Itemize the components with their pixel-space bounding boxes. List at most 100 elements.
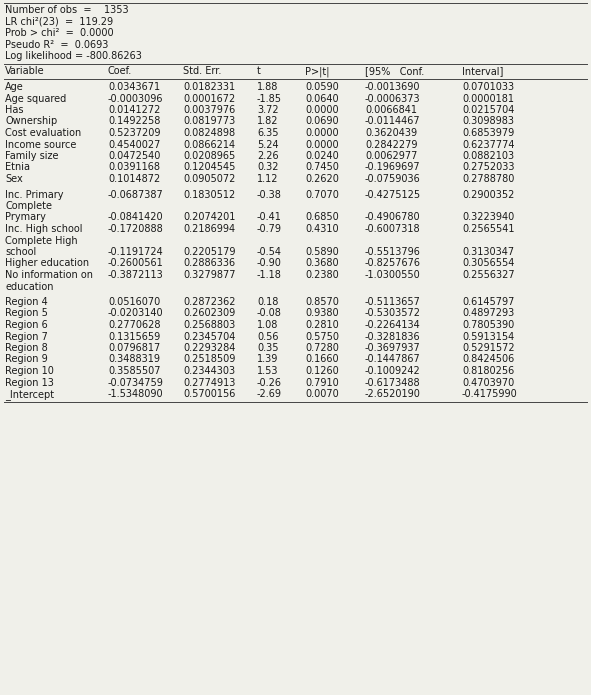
Text: 0.3680: 0.3680 [305, 259, 339, 268]
Text: -1.5348090: -1.5348090 [108, 389, 164, 399]
Text: 0.0472540: 0.0472540 [108, 151, 160, 161]
Text: 0.2620: 0.2620 [305, 174, 339, 184]
Text: -0.79: -0.79 [257, 224, 282, 234]
Text: 0.0000: 0.0000 [305, 140, 339, 149]
Text: 0.0240: 0.0240 [305, 151, 339, 161]
Text: -0.0003096: -0.0003096 [108, 94, 164, 104]
Text: -0.1720888: -0.1720888 [108, 224, 164, 234]
Text: Region 8: Region 8 [5, 343, 48, 353]
Text: -0.6007318: -0.6007318 [365, 224, 421, 234]
Text: Income source: Income source [5, 140, 76, 149]
Text: No information on: No information on [5, 270, 93, 280]
Text: -0.0013690: -0.0013690 [365, 82, 421, 92]
Text: 0.2074201: 0.2074201 [183, 213, 235, 222]
Text: Prob > chi²  =  0.0000: Prob > chi² = 0.0000 [5, 28, 113, 38]
Text: 0.2752033: 0.2752033 [462, 163, 515, 172]
Text: 0.1204545: 0.1204545 [183, 163, 235, 172]
Text: -0.41: -0.41 [257, 213, 282, 222]
Text: 0.0391168: 0.0391168 [108, 163, 160, 172]
Text: 0.2556327: 0.2556327 [462, 270, 515, 280]
Text: Std. Err.: Std. Err. [183, 67, 222, 76]
Text: Pseudo R²  =  0.0693: Pseudo R² = 0.0693 [5, 40, 108, 49]
Text: Region 5: Region 5 [5, 309, 48, 318]
Text: Has: Has [5, 105, 24, 115]
Text: 0.3130347: 0.3130347 [462, 247, 514, 257]
Text: Higher education: Higher education [5, 259, 89, 268]
Text: 0.1660: 0.1660 [305, 354, 339, 364]
Text: -0.5513796: -0.5513796 [365, 247, 421, 257]
Text: 0.2345704: 0.2345704 [183, 332, 235, 341]
Text: 1.39: 1.39 [257, 354, 278, 364]
Text: 0.0001672: 0.0001672 [183, 94, 235, 104]
Text: 0.5237209: 0.5237209 [108, 128, 161, 138]
Text: 0.3223940: 0.3223940 [462, 213, 514, 222]
Text: Interval]: Interval] [462, 67, 504, 76]
Text: 0.0690: 0.0690 [305, 117, 339, 126]
Text: 0.0182331: 0.0182331 [183, 82, 235, 92]
Text: education: education [5, 281, 54, 291]
Text: -0.4175990: -0.4175990 [462, 389, 518, 399]
Text: 0.2810: 0.2810 [305, 320, 339, 330]
Text: -0.38: -0.38 [257, 190, 282, 199]
Text: -0.2600561: -0.2600561 [108, 259, 164, 268]
Text: -0.54: -0.54 [257, 247, 282, 257]
Text: 1.82: 1.82 [257, 117, 278, 126]
Text: 0.0000181: 0.0000181 [462, 94, 514, 104]
Text: -2.69: -2.69 [257, 389, 282, 399]
Text: -0.0114467: -0.0114467 [365, 117, 421, 126]
Text: 0.0215704: 0.0215704 [462, 105, 514, 115]
Text: school: school [5, 247, 36, 257]
Text: Ownership: Ownership [5, 117, 57, 126]
Text: 0.56: 0.56 [257, 332, 278, 341]
Text: 2.26: 2.26 [257, 151, 278, 161]
Text: Region 7: Region 7 [5, 332, 48, 341]
Text: Etnia: Etnia [5, 163, 30, 172]
Text: 0.2770628: 0.2770628 [108, 320, 161, 330]
Text: -0.3872113: -0.3872113 [108, 270, 164, 280]
Text: -0.4275125: -0.4275125 [365, 190, 421, 199]
Text: -0.6173488: -0.6173488 [365, 377, 421, 388]
Text: 0.8424506: 0.8424506 [462, 354, 514, 364]
Text: 0.0066841: 0.0066841 [365, 105, 417, 115]
Text: Log likelihood = -800.86263: Log likelihood = -800.86263 [5, 51, 142, 61]
Text: 0.4310: 0.4310 [305, 224, 339, 234]
Text: 0.18: 0.18 [257, 297, 278, 307]
Text: Complete: Complete [5, 201, 52, 211]
Text: 0.3585507: 0.3585507 [108, 366, 161, 376]
Text: 1.08: 1.08 [257, 320, 278, 330]
Text: 0.8180256: 0.8180256 [462, 366, 514, 376]
Text: 0.32: 0.32 [257, 163, 278, 172]
Text: -0.0759036: -0.0759036 [365, 174, 421, 184]
Text: -0.0687387: -0.0687387 [108, 190, 164, 199]
Text: Region 6: Region 6 [5, 320, 48, 330]
Text: Region 9: Region 9 [5, 354, 48, 364]
Text: -0.90: -0.90 [257, 259, 282, 268]
Text: 0.5890: 0.5890 [305, 247, 339, 257]
Text: 0.1492258: 0.1492258 [108, 117, 160, 126]
Text: 0.0882103: 0.0882103 [462, 151, 514, 161]
Text: 0.2293284: 0.2293284 [183, 343, 235, 353]
Text: 0.1315659: 0.1315659 [108, 332, 160, 341]
Text: Coef.: Coef. [108, 67, 132, 76]
Text: -1.18: -1.18 [257, 270, 282, 280]
Text: Region 4: Region 4 [5, 297, 48, 307]
Text: -0.3281836: -0.3281836 [365, 332, 421, 341]
Text: 0.2872362: 0.2872362 [183, 297, 235, 307]
Text: -0.0841420: -0.0841420 [108, 213, 164, 222]
Text: 0.0866214: 0.0866214 [183, 140, 235, 149]
Text: 0.2344303: 0.2344303 [183, 366, 235, 376]
Text: 0.5913154: 0.5913154 [462, 332, 514, 341]
Text: -0.5303572: -0.5303572 [365, 309, 421, 318]
Text: 0.2380: 0.2380 [305, 270, 339, 280]
Text: 0.0819773: 0.0819773 [183, 117, 235, 126]
Text: -1.0300550: -1.0300550 [365, 270, 421, 280]
Text: 0.0070: 0.0070 [305, 389, 339, 399]
Text: 0.4703970: 0.4703970 [462, 377, 514, 388]
Text: -0.1447867: -0.1447867 [365, 354, 421, 364]
Text: Inc. Primary: Inc. Primary [5, 190, 63, 199]
Text: 0.0141272: 0.0141272 [108, 105, 160, 115]
Text: -0.8257676: -0.8257676 [365, 259, 421, 268]
Text: -0.5113657: -0.5113657 [365, 297, 421, 307]
Text: 0.5750: 0.5750 [305, 332, 339, 341]
Text: Region 13: Region 13 [5, 377, 54, 388]
